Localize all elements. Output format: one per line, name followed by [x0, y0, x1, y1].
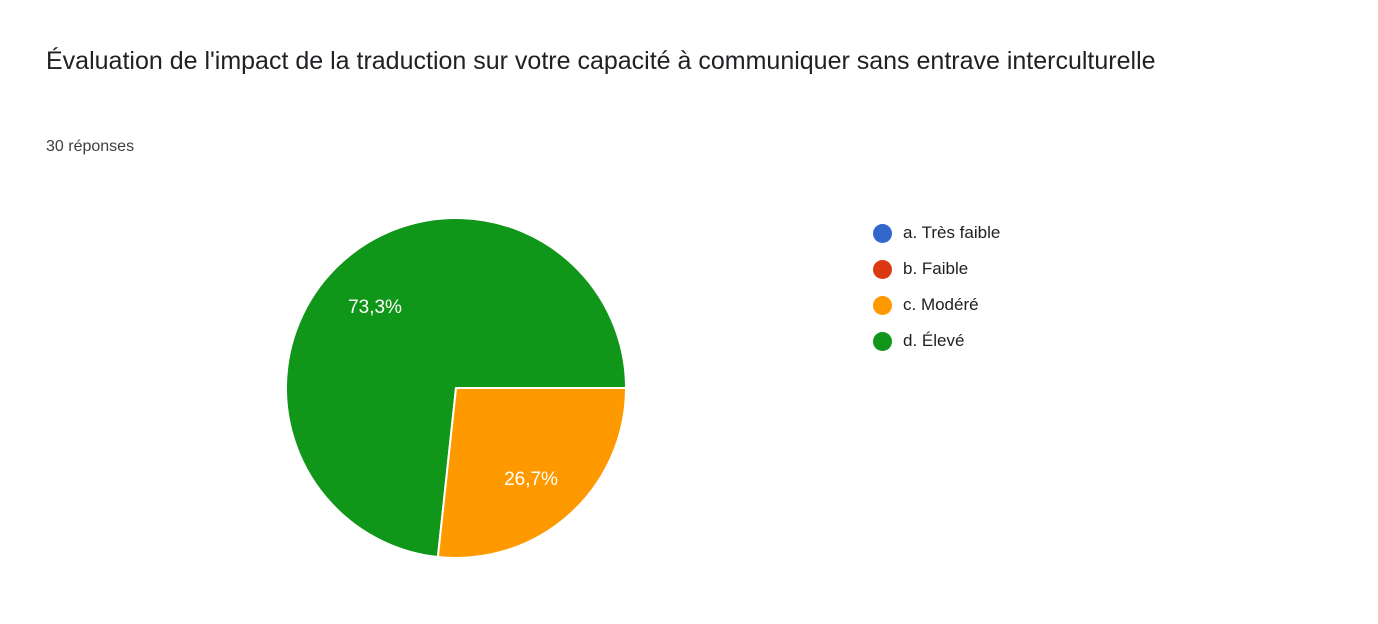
pie-slice-modere[interactable] [436, 387, 627, 559]
legend-label-tres-faible: a. Très faible [903, 223, 1001, 242]
legend-label-modere: c. Modéré [903, 295, 979, 314]
legend-dot-green-icon [873, 331, 892, 351]
slice-label-eleve: 73,3% [348, 297, 402, 318]
legend-dot-red-icon [873, 259, 892, 279]
legend-label-faible: b. Faible [903, 259, 969, 278]
chart-title: Évaluation de l'impact de la traduction … [46, 47, 1156, 75]
chart-legend: a. Très faible b. Faible c. Modéré d. Él… [873, 215, 1000, 359]
legend-dot-blue-icon [873, 223, 892, 243]
legend-item-faible: b. Faible [873, 251, 1000, 287]
slice-label-modere: 26,7% [504, 469, 558, 490]
responses-count: 30 réponses [46, 138, 135, 155]
legend-label-eleve: d. Élevé [903, 331, 965, 350]
legend-dot-orange-icon [873, 295, 892, 315]
pie-chart: 73,3% 26,7% [284, 216, 628, 560]
legend-item-eleve: d. Élevé [873, 323, 1000, 359]
legend-item-tres-faible: a. Très faible [873, 215, 1000, 251]
legend-item-modere: c. Modéré [873, 287, 1000, 323]
